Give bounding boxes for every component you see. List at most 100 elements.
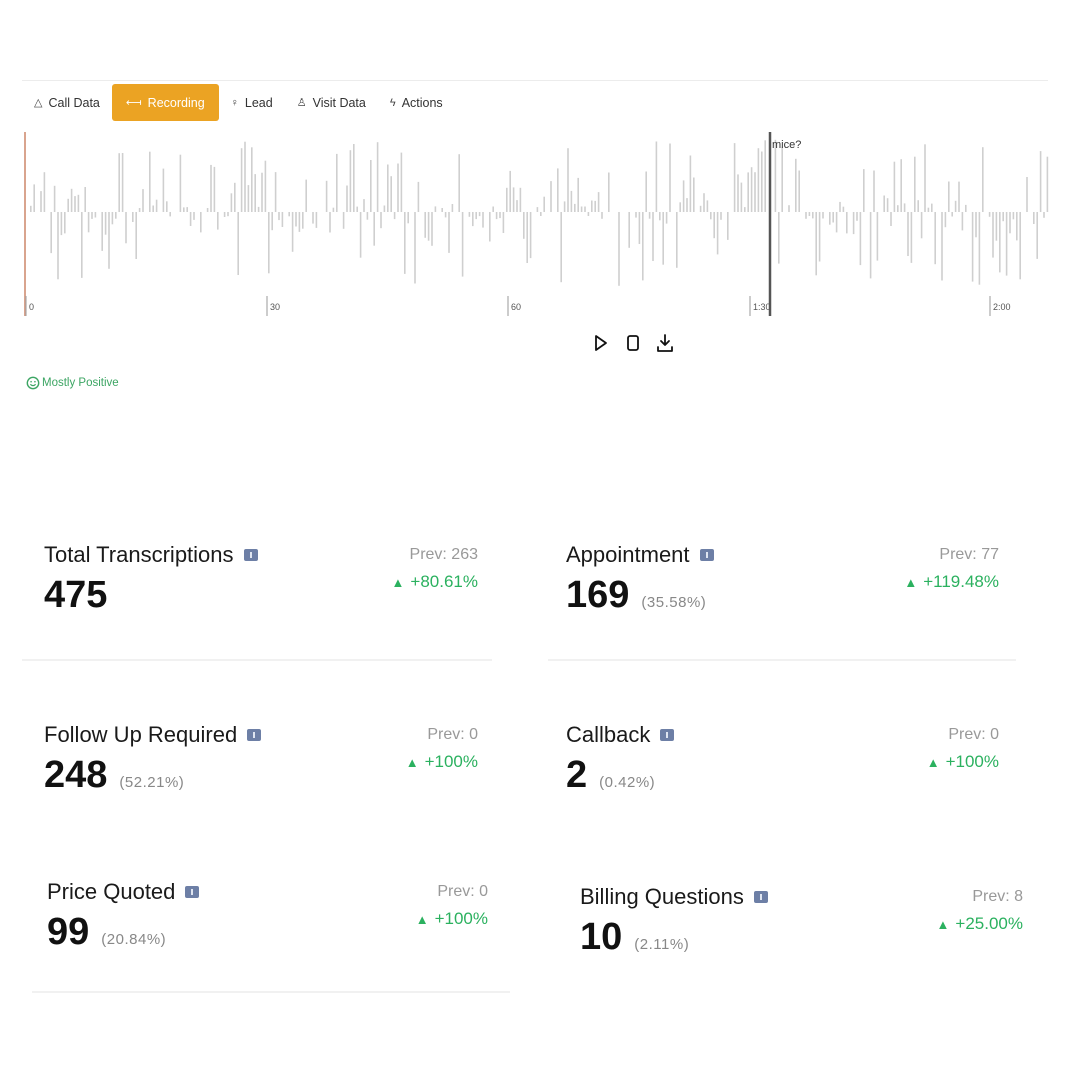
- metric-value: 99 (20.84%): [47, 911, 166, 954]
- waveform-bar: [291, 212, 294, 252]
- timeline-label: 2:00: [993, 302, 1011, 312]
- waveform-bar: [478, 212, 481, 217]
- waveform-bar: [223, 212, 226, 217]
- metric-change-text: +80.61%: [410, 572, 478, 591]
- waveform-bar: [577, 177, 579, 212]
- info-icon[interactable]: [243, 549, 258, 561]
- info-icon[interactable]: [753, 891, 768, 903]
- waveform-bar: [764, 140, 766, 212]
- waveform-bar: [897, 205, 899, 212]
- waveform-bar: [999, 212, 1001, 273]
- metric-value: 169 (35.58%): [566, 574, 706, 617]
- waveform-bar: [519, 187, 522, 212]
- metric-value-number: 169: [566, 574, 630, 616]
- waveform-bar: [754, 172, 756, 212]
- waveform-bar: [750, 167, 753, 212]
- waveform-bar: [390, 176, 392, 212]
- waveform-bar: [927, 207, 930, 212]
- waveform-bar: [563, 201, 566, 212]
- waveform-bar: [587, 212, 590, 216]
- metric-value-number: 2: [566, 754, 588, 796]
- waveform-bar: [971, 212, 974, 282]
- waveform-bar: [540, 212, 542, 216]
- waveform-bar: [33, 184, 35, 212]
- waveform-bar: [557, 168, 559, 212]
- waveform-bar: [978, 212, 981, 285]
- waveform-bar: [261, 172, 263, 212]
- waveform-bar: [251, 147, 253, 212]
- tab-call-data[interactable]: △ Call Data: [22, 84, 112, 121]
- card-divider: [32, 991, 510, 993]
- waveform-bar: [53, 185, 56, 212]
- tab-recording[interactable]: ⟻ Recording: [111, 84, 219, 121]
- tab-actions[interactable]: ϟ Actions: [378, 84, 455, 121]
- waveform-bar: [727, 212, 729, 240]
- waveform-bar: [523, 212, 525, 239]
- lightbulb-icon: ♀: [230, 96, 239, 109]
- metric-value: 10 (2.11%): [580, 916, 689, 959]
- waveform-bar: [155, 199, 158, 212]
- waveform-bars: [30, 139, 1049, 286]
- sentiment-indicator: Mostly Positive: [26, 376, 119, 390]
- waveform-bar: [982, 147, 984, 212]
- tab-visit-data[interactable]: ♙ Visit Data: [285, 84, 378, 121]
- download-button[interactable]: [654, 330, 676, 356]
- waveform-bar: [264, 160, 267, 212]
- waveform-bar: [893, 161, 896, 212]
- info-icon[interactable]: [660, 729, 675, 741]
- timeline-ruler: 0 30 60 1:30 2:00: [25, 296, 1011, 316]
- stop-button[interactable]: [622, 330, 644, 356]
- waveform-bar: [332, 207, 335, 212]
- waveform-bar: [1002, 212, 1004, 222]
- waveform-bar: [648, 212, 651, 219]
- play-button[interactable]: [590, 330, 612, 356]
- waveform-bar: [679, 202, 681, 212]
- metric-percentage: (2.11%): [634, 936, 690, 953]
- waveform-bar: [431, 212, 433, 246]
- audio-waveform[interactable]: mice? 0 30 60 1:30 2:00: [22, 130, 1052, 320]
- waveform-bar: [230, 193, 233, 212]
- waveform-bar: [659, 212, 661, 221]
- waveform-bar: [397, 163, 399, 212]
- waveform-bar: [149, 151, 151, 212]
- triangle-up-icon: ▲: [415, 912, 429, 927]
- waveform-bar: [655, 141, 658, 212]
- metric-card-billing-questions: Billing Questions 10 (2.11%) Prev: 8 ▲ +25…: [580, 884, 1023, 974]
- info-icon[interactable]: [247, 729, 262, 741]
- waveform-bar: [740, 182, 743, 212]
- waveform-bar: [910, 212, 913, 263]
- waveform-bar: [737, 174, 739, 212]
- waveform-bar: [387, 164, 389, 212]
- waveform-bar: [115, 212, 117, 219]
- waveform-bar: [70, 188, 73, 212]
- waveform-bar: [125, 212, 127, 244]
- top-divider: [22, 80, 1048, 81]
- waveform-bar: [138, 208, 141, 212]
- waveform-bar: [594, 200, 596, 212]
- waveform-bar: [859, 212, 862, 266]
- waveform-bar: [257, 206, 260, 212]
- waveform-bar: [713, 212, 715, 239]
- waveform-bar: [400, 152, 403, 212]
- waveform-bar: [580, 206, 583, 212]
- waveform-bar: [890, 212, 892, 226]
- waveform-bar: [356, 206, 358, 212]
- waveform-bar: [329, 212, 331, 233]
- waveform-bar: [597, 192, 600, 212]
- waveform-bar: [268, 212, 270, 274]
- waveform-bar: [818, 212, 821, 262]
- waveform-bar: [829, 212, 831, 225]
- info-icon[interactable]: [185, 886, 200, 898]
- info-icon[interactable]: [699, 549, 714, 561]
- metric-prev: Prev: 0: [437, 883, 488, 900]
- tab-lead[interactable]: ♀ Lead: [219, 84, 285, 121]
- waveform-bar: [495, 212, 498, 220]
- metric-title: Follow Up Required: [44, 722, 262, 748]
- waveform-bar: [924, 144, 926, 212]
- waveform-bar: [516, 200, 518, 212]
- waveform-bar: [682, 180, 685, 212]
- waveform-bar: [944, 212, 947, 228]
- metric-change: ▲ +80.61%: [392, 572, 478, 592]
- metric-value: 475: [44, 574, 107, 617]
- triangle-up-icon: ▲: [926, 755, 940, 770]
